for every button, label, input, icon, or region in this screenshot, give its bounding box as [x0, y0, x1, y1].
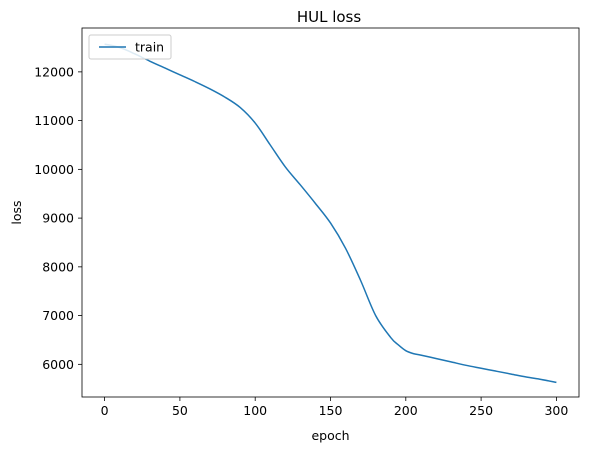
plot-area	[82, 28, 579, 397]
y-tick-label: 10000	[34, 162, 74, 177]
x-tick-label: 0	[101, 403, 109, 418]
legend-train-label: train	[135, 40, 164, 55]
x-tick-label: 150	[319, 403, 343, 418]
y-tick-label: 7000	[42, 308, 74, 323]
y-tick-label: 6000	[42, 357, 74, 372]
y-tick-label: 9000	[42, 211, 74, 226]
train-series-line	[104, 43, 557, 384]
legend-box	[88, 34, 172, 60]
y-axis-ticks: 6000 7000 8000 9000 10000 11000 12000	[34, 64, 82, 372]
x-axis-label: epoch	[311, 428, 349, 443]
x-tick-label: 100	[243, 403, 267, 418]
x-axis-ticks: 0 50 100 150 200 250 300	[101, 397, 568, 418]
legend: train	[88, 34, 172, 60]
x-tick-label: 200	[394, 403, 418, 418]
x-tick-label: 300	[544, 403, 568, 418]
plot-frame	[81, 27, 580, 398]
y-tick-label: 11000	[34, 113, 74, 128]
x-tick-label: 250	[469, 403, 493, 418]
y-tick-label: 8000	[42, 259, 74, 274]
y-axis-label: loss	[9, 200, 24, 224]
chart-title: HUL loss	[297, 8, 362, 26]
y-tick-label: 12000	[34, 64, 74, 79]
x-tick-label: 50	[172, 403, 188, 418]
